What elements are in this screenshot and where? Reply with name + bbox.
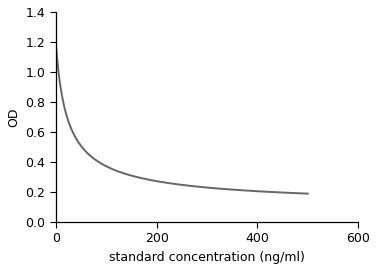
X-axis label: standard concentration (ng/ml): standard concentration (ng/ml)	[109, 251, 305, 264]
Y-axis label: OD: OD	[7, 107, 20, 127]
